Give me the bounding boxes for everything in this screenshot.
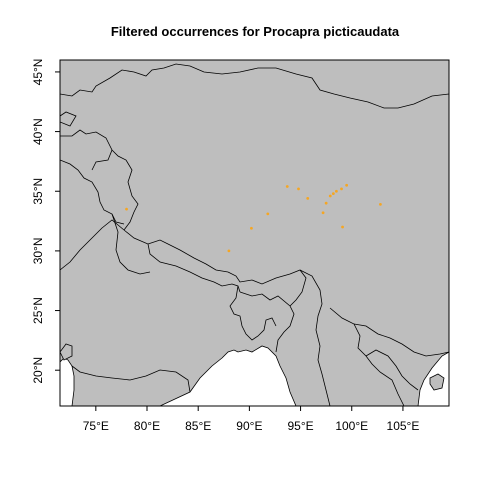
occurrence-point	[324, 201, 328, 205]
occurrence-point	[345, 183, 349, 187]
occurrence-points	[125, 183, 382, 253]
occurrence-point	[266, 212, 270, 216]
border-india-west	[60, 219, 125, 271]
occurrence-point	[285, 185, 289, 188]
bay-of-bengal	[159, 345, 297, 406]
occurrence-point	[340, 187, 343, 191]
x-tick-label: 100°E	[335, 419, 368, 433]
x-tick-label: 80°E	[134, 419, 160, 433]
y-tick-label: 35°N	[31, 178, 45, 205]
plot-title: Filtered occurrences for Procapra pictic…	[111, 24, 400, 39]
border-india-south	[71, 365, 191, 393]
border-kashmir	[111, 149, 139, 231]
border-india-central	[111, 213, 151, 275]
y-tick-label: 20°N	[31, 357, 45, 384]
border-india-east	[239, 291, 295, 353]
occurrence-point	[328, 194, 332, 198]
y-tick-label: 45°N	[31, 59, 45, 86]
occurrence-point	[250, 226, 253, 230]
border-pakistan	[60, 159, 125, 225]
occurrence-point	[306, 197, 310, 200]
occurrence-point	[321, 211, 325, 215]
border-nepal	[147, 239, 229, 273]
x-tick-label: 75°E	[83, 419, 109, 433]
border-afghan	[60, 129, 113, 171]
border-kyrgyz	[60, 111, 77, 127]
plot-frame	[59, 59, 450, 407]
x-tick-label: 95°E	[287, 419, 313, 433]
occurrence-point	[331, 192, 335, 196]
occurrence-point	[341, 225, 344, 229]
occurrence-point	[334, 189, 338, 193]
y-tick-label: 30°N	[31, 237, 45, 264]
border-myanmar	[299, 269, 331, 406]
x-tick-label: 90°E	[236, 419, 262, 433]
coastal-land-west	[60, 343, 73, 361]
arabian-sea	[60, 357, 75, 406]
occurrence-point	[227, 249, 231, 253]
border-china-south	[353, 323, 449, 357]
y-tick-label: 40°N	[31, 118, 45, 145]
x-tick-label: 85°E	[185, 419, 211, 433]
map-panel	[60, 60, 449, 406]
border-bhutan-sikkim	[227, 269, 307, 307]
hainan-island	[429, 373, 445, 391]
border-bangladesh	[229, 285, 277, 341]
land-area	[60, 60, 449, 406]
border-central-asia	[60, 63, 449, 109]
x-tick-label: 105°E	[387, 419, 420, 433]
occurrence-point	[379, 202, 382, 206]
occurrence-point	[297, 187, 300, 191]
occurrence-point	[125, 207, 128, 211]
x-axis: 75°E 80°E 85°E 90°E 95°E 100°E 105°E	[83, 406, 420, 433]
y-axis: 20°N 25°N 30°N 35°N 40°N 45°N	[31, 59, 60, 384]
y-tick-label: 25°N	[31, 297, 45, 324]
border-laos	[365, 349, 419, 391]
